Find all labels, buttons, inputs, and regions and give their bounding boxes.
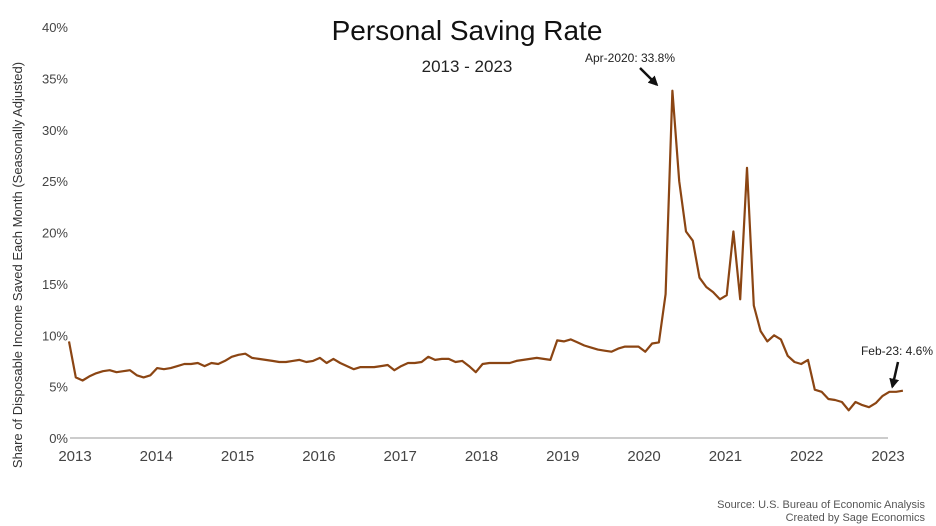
x-tick-label: 2022 xyxy=(790,448,823,465)
x-tick-label: 2013 xyxy=(58,448,91,465)
x-tick-label: 2021 xyxy=(709,448,742,465)
chart-subtitle: 2013 - 2023 xyxy=(422,57,513,76)
annotation-arrow xyxy=(889,361,900,389)
annotation-label: Feb-23: 4.6% xyxy=(861,344,933,358)
y-tick-labels: 0% 5% 10% 15% 20% 25% 30% 35% 40% xyxy=(42,20,68,446)
y-tick-label: 25% xyxy=(42,174,68,189)
y-tick-label: 30% xyxy=(42,123,68,138)
y-tick-label: 20% xyxy=(42,226,68,241)
y-tick-label: 40% xyxy=(42,20,68,35)
x-tick-label: 2018 xyxy=(465,448,498,465)
x-tick-label: 2015 xyxy=(221,448,254,465)
y-tick-label: 35% xyxy=(42,71,68,86)
annotations: Apr-2020: 33.8% Feb-23: 4.6% xyxy=(585,51,933,389)
source-line-2: Created by Sage Economics xyxy=(786,512,926,524)
x-tick-label: 2016 xyxy=(302,448,335,465)
y-tick-label: 10% xyxy=(42,328,68,343)
y-tick-label: 15% xyxy=(42,277,68,292)
x-tick-label: 2020 xyxy=(627,448,660,465)
y-tick-label: 5% xyxy=(49,380,68,395)
x-tick-label: 2014 xyxy=(140,448,173,465)
y-axis-label: Share of Disposable Income Saved Each Mo… xyxy=(10,62,25,468)
chart-title: Personal Saving Rate xyxy=(332,15,603,46)
series-line-saving-rate xyxy=(67,89,904,412)
annotation-arrow xyxy=(639,67,659,87)
source-line-1: Source: U.S. Bureau of Economic Analysis xyxy=(717,499,925,511)
x-tick-label: 2017 xyxy=(384,448,417,465)
annotation-label: Apr-2020: 33.8% xyxy=(585,51,675,65)
y-tick-label: 0% xyxy=(49,431,68,446)
x-tick-label: 2023 xyxy=(871,448,904,465)
x-tick-labels: 2013 2014 2015 2016 2017 2018 2019 2020 2021 2022… xyxy=(58,448,904,465)
x-tick-label: 2019 xyxy=(546,448,579,465)
